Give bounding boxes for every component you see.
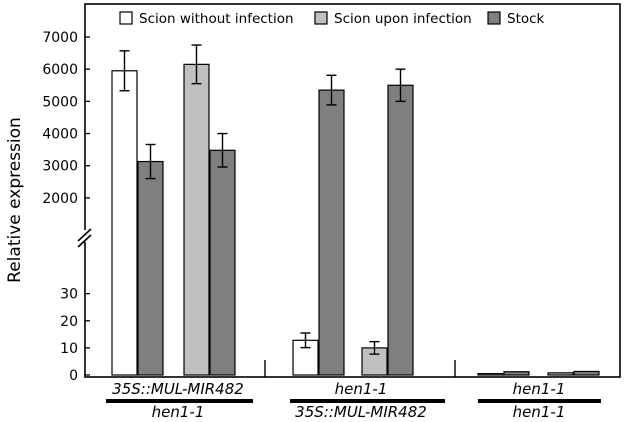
lower-y-tick-label: 30 (60, 287, 78, 303)
legend: Scion without infection Scion upon infect… (119, 11, 545, 27)
bar (477, 373, 504, 376)
legend-swatch (119, 11, 133, 25)
lower-y-tick-label: 0 (69, 368, 78, 384)
error-bar (217, 132, 228, 168)
legend-label: Stock (507, 11, 545, 27)
y-axis: 2000 3000 4000 5000 6000 7000 0 10 20 30 (42, 30, 92, 384)
upper-y-tick-label: 3000 (42, 159, 78, 175)
bar (111, 70, 138, 376)
upper-y-tick-label: 5000 (42, 94, 78, 110)
y-axis-label: Relative expression (5, 117, 25, 283)
upper-y-tick-label: 4000 (42, 127, 78, 143)
scion-label: 35S::MUL-MIR482 (112, 380, 244, 398)
error-bar (119, 50, 130, 92)
error-bars-layer (119, 44, 406, 355)
bar (547, 372, 574, 376)
upper-y-tick-label: 6000 (42, 62, 78, 78)
error-bar (369, 340, 380, 355)
group-labels: 35S::MUL-MIR482hen1-1hen1-135S::MUL-MIR4… (106, 380, 601, 421)
scion-label: hen1-1 (335, 380, 388, 398)
upper-y-tick-label: 2000 (42, 191, 78, 207)
legend-item: Scion without infection (119, 11, 294, 27)
bars-layer (111, 63, 600, 376)
legend-swatch (314, 11, 328, 25)
bar (503, 371, 530, 376)
plot-border (84, 3, 621, 378)
bar (209, 149, 236, 376)
axis-break-marks (77, 228, 92, 248)
bar (573, 370, 600, 376)
bar (361, 347, 388, 376)
stock-label: 35S::MUL-MIR482 (295, 403, 427, 421)
stock-label: hen1-1 (513, 403, 566, 421)
legend-item: Stock (487, 11, 545, 27)
scion-label: hen1-1 (513, 380, 566, 398)
bar (387, 84, 414, 376)
axis-break-gap (82, 230, 90, 242)
axis-break-slash (77, 234, 92, 248)
error-bar (395, 68, 406, 103)
plot-frame (84, 3, 621, 378)
bar (318, 89, 345, 376)
legend-swatch (487, 11, 501, 25)
error-bar (145, 143, 156, 180)
error-bar (300, 332, 311, 349)
upper-y-tick-label: 7000 (42, 30, 78, 46)
legend-item: Scion upon infection (314, 11, 472, 27)
graft-combination-label: hen1-1 hen1-1 (478, 380, 601, 421)
bar (183, 63, 210, 376)
legend-label: Scion upon infection (334, 11, 472, 27)
error-bar (326, 74, 337, 106)
axis-break-slash (77, 228, 92, 242)
legend-label: Scion without infection (139, 11, 294, 27)
lower-y-tick-label: 10 (60, 341, 78, 357)
lower-y-tick-label: 20 (60, 314, 78, 330)
stock-label: hen1-1 (152, 403, 205, 421)
error-bar (191, 44, 202, 85)
bar (137, 160, 164, 376)
